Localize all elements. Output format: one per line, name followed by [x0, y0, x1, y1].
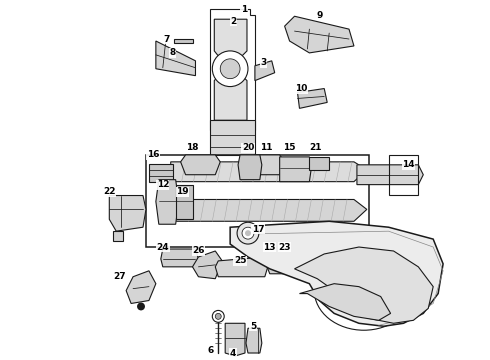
Polygon shape: [156, 180, 179, 224]
Text: 12: 12: [156, 180, 169, 189]
Text: 14: 14: [402, 160, 415, 169]
Polygon shape: [250, 155, 285, 175]
Circle shape: [242, 227, 254, 239]
Circle shape: [137, 302, 145, 310]
Text: 1: 1: [241, 5, 247, 14]
Polygon shape: [161, 249, 198, 267]
Polygon shape: [176, 185, 193, 219]
Circle shape: [245, 230, 251, 236]
Polygon shape: [230, 221, 443, 326]
Text: 6: 6: [207, 346, 214, 355]
Polygon shape: [225, 323, 245, 356]
Text: 16: 16: [147, 150, 159, 159]
Text: 25: 25: [234, 256, 246, 265]
Circle shape: [220, 59, 240, 78]
Polygon shape: [297, 89, 327, 108]
Polygon shape: [173, 39, 194, 43]
Polygon shape: [285, 16, 354, 53]
Polygon shape: [126, 271, 156, 303]
Polygon shape: [210, 120, 255, 155]
Polygon shape: [280, 157, 311, 182]
Polygon shape: [215, 257, 268, 277]
Polygon shape: [149, 164, 172, 182]
Polygon shape: [181, 155, 220, 175]
Text: 22: 22: [103, 187, 116, 196]
Text: 3: 3: [261, 58, 267, 67]
Polygon shape: [255, 61, 275, 81]
Text: 11: 11: [260, 144, 272, 153]
Text: 17: 17: [251, 225, 264, 234]
Polygon shape: [246, 328, 262, 353]
Text: 18: 18: [186, 144, 199, 153]
Text: 21: 21: [309, 144, 321, 153]
Text: 19: 19: [176, 187, 189, 196]
Text: 27: 27: [113, 272, 125, 281]
Text: 23: 23: [278, 243, 291, 252]
Polygon shape: [214, 19, 247, 120]
Text: 5: 5: [250, 322, 256, 331]
Text: 10: 10: [295, 84, 308, 93]
Text: 13: 13: [264, 243, 276, 252]
Circle shape: [237, 222, 259, 244]
Polygon shape: [299, 284, 391, 320]
Text: 9: 9: [316, 11, 322, 20]
Text: 26: 26: [192, 247, 205, 256]
Polygon shape: [156, 41, 196, 76]
Circle shape: [215, 314, 221, 319]
Circle shape: [212, 51, 248, 86]
Polygon shape: [166, 199, 367, 221]
Polygon shape: [309, 157, 329, 170]
Text: 7: 7: [164, 35, 170, 44]
Text: 8: 8: [170, 48, 176, 57]
Polygon shape: [171, 162, 367, 182]
Polygon shape: [113, 231, 123, 241]
Polygon shape: [109, 195, 146, 231]
Polygon shape: [263, 227, 301, 247]
Polygon shape: [294, 247, 433, 323]
Polygon shape: [193, 251, 222, 279]
Polygon shape: [265, 251, 309, 274]
Text: 24: 24: [156, 243, 169, 252]
Text: 2: 2: [230, 17, 236, 26]
Text: 4: 4: [230, 348, 236, 357]
Text: 20: 20: [242, 144, 254, 153]
Text: 15: 15: [283, 144, 296, 153]
Polygon shape: [357, 165, 423, 185]
Polygon shape: [238, 155, 262, 180]
Circle shape: [212, 310, 224, 322]
